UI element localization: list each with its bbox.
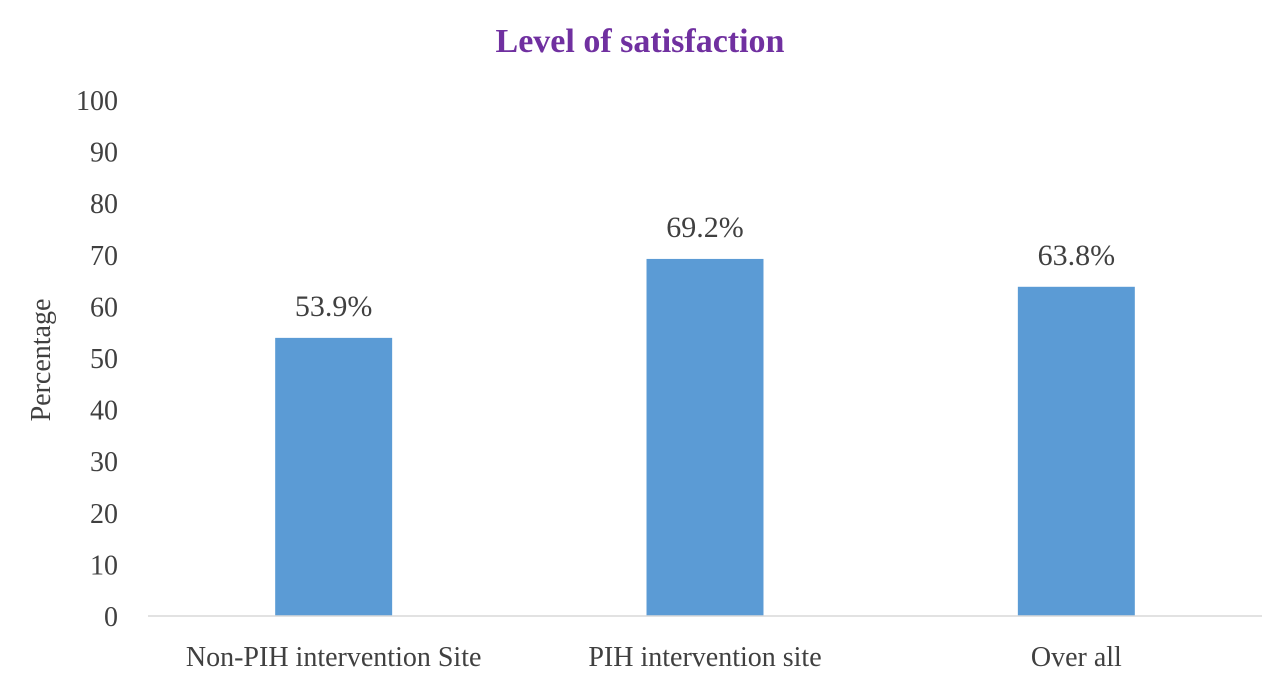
bar-data-label: 53.9% bbox=[295, 290, 373, 323]
x-axis-category-labels: Non-PIH intervention Site PIH interventio… bbox=[186, 642, 1122, 673]
data-labels: 53.9% 69.2% 63.8% bbox=[295, 211, 1115, 323]
x-category-label: Over all bbox=[1031, 642, 1122, 673]
y-tick-label: 50 bbox=[90, 344, 118, 375]
y-tick-label: 30 bbox=[90, 447, 118, 478]
x-category-label: Non-PIH intervention Site bbox=[186, 642, 482, 673]
y-tick-label: 10 bbox=[90, 550, 118, 581]
y-tick-label: 0 bbox=[104, 602, 118, 633]
bar-data-label: 63.8% bbox=[1038, 239, 1116, 272]
y-tick-label: 20 bbox=[90, 499, 118, 530]
y-tick-label: 60 bbox=[90, 292, 118, 323]
y-axis-ticks: 0 10 20 30 40 50 60 70 80 90 100 bbox=[76, 86, 118, 633]
bar-data-label: 69.2% bbox=[666, 211, 744, 244]
y-tick-label: 40 bbox=[90, 396, 118, 427]
y-tick-label: 70 bbox=[90, 241, 118, 272]
bar bbox=[646, 258, 764, 616]
y-axis-title: Percentage bbox=[26, 299, 57, 422]
x-category-label: PIH intervention site bbox=[588, 642, 821, 673]
chart-title: Level of satisfaction bbox=[496, 23, 785, 60]
y-tick-label: 100 bbox=[76, 86, 118, 117]
bar bbox=[1017, 286, 1135, 616]
bar bbox=[275, 337, 393, 616]
bars bbox=[275, 258, 1135, 616]
y-tick-label: 80 bbox=[90, 189, 118, 220]
y-tick-label: 90 bbox=[90, 138, 118, 169]
